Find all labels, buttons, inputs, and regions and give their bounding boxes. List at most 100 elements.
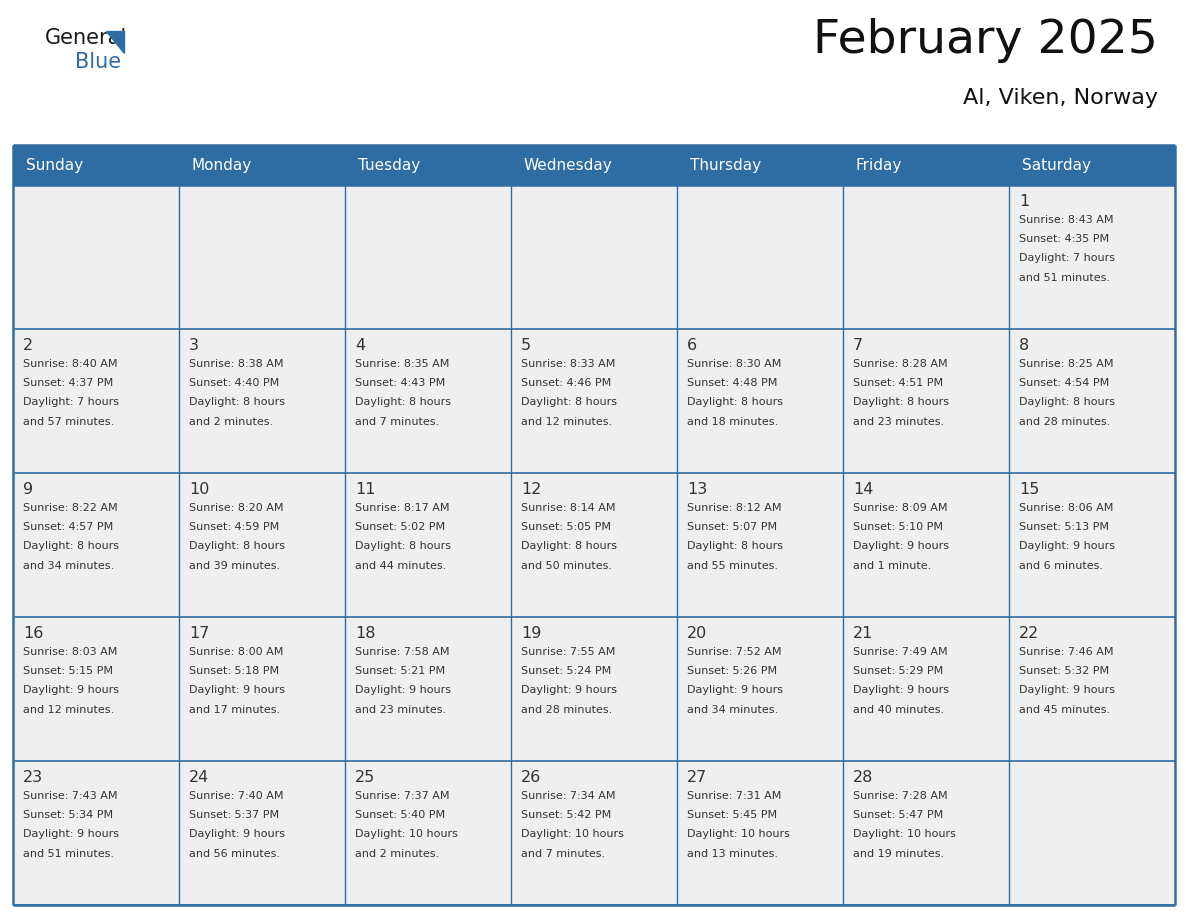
Text: Sunset: 4:57 PM: Sunset: 4:57 PM xyxy=(23,522,113,532)
Text: Sunrise: 8:40 AM: Sunrise: 8:40 AM xyxy=(23,359,118,369)
Text: and 17 minutes.: and 17 minutes. xyxy=(189,705,280,714)
Bar xyxy=(511,617,677,761)
Text: February 2025: February 2025 xyxy=(813,18,1158,63)
Text: Blue: Blue xyxy=(75,52,121,72)
Text: and 18 minutes.: and 18 minutes. xyxy=(687,417,778,427)
Text: Tuesday: Tuesday xyxy=(358,158,421,173)
Text: and 55 minutes.: and 55 minutes. xyxy=(687,561,778,571)
Bar xyxy=(677,761,843,905)
Bar xyxy=(677,185,843,329)
Text: Sunset: 5:18 PM: Sunset: 5:18 PM xyxy=(189,666,279,677)
Text: Daylight: 9 hours: Daylight: 9 hours xyxy=(1019,686,1116,696)
Text: Sunrise: 7:49 AM: Sunrise: 7:49 AM xyxy=(853,647,948,657)
Bar xyxy=(1009,761,1175,905)
Text: Sunset: 5:42 PM: Sunset: 5:42 PM xyxy=(522,811,612,820)
Bar xyxy=(1009,185,1175,329)
Bar xyxy=(677,473,843,617)
Text: Sunrise: 8:17 AM: Sunrise: 8:17 AM xyxy=(355,503,449,513)
Text: 18: 18 xyxy=(355,626,375,641)
Bar xyxy=(1009,329,1175,473)
Text: Daylight: 8 hours: Daylight: 8 hours xyxy=(687,542,783,552)
Text: and 23 minutes.: and 23 minutes. xyxy=(853,417,944,427)
Text: Thursday: Thursday xyxy=(690,158,762,173)
Text: and 1 minute.: and 1 minute. xyxy=(853,561,931,571)
Text: Daylight: 9 hours: Daylight: 9 hours xyxy=(355,686,451,696)
Text: Daylight: 9 hours: Daylight: 9 hours xyxy=(687,686,783,696)
Text: 8: 8 xyxy=(1019,338,1029,353)
Text: Daylight: 8 hours: Daylight: 8 hours xyxy=(687,397,783,408)
Text: 12: 12 xyxy=(522,482,542,497)
Text: Sunset: 4:59 PM: Sunset: 4:59 PM xyxy=(189,522,279,532)
Text: Sunrise: 8:28 AM: Sunrise: 8:28 AM xyxy=(853,359,948,369)
Text: and 12 minutes.: and 12 minutes. xyxy=(522,417,612,427)
Text: Sunrise: 7:37 AM: Sunrise: 7:37 AM xyxy=(355,791,449,801)
Bar xyxy=(677,145,843,185)
Text: and 45 minutes.: and 45 minutes. xyxy=(1019,705,1110,714)
Bar xyxy=(13,617,179,761)
Text: Daylight: 7 hours: Daylight: 7 hours xyxy=(23,397,119,408)
Text: Sunrise: 8:30 AM: Sunrise: 8:30 AM xyxy=(687,359,782,369)
Bar xyxy=(13,329,179,473)
Text: Sunrise: 8:12 AM: Sunrise: 8:12 AM xyxy=(687,503,782,513)
Bar xyxy=(1009,145,1175,185)
Text: 14: 14 xyxy=(853,482,873,497)
Text: General: General xyxy=(45,28,127,48)
Bar xyxy=(843,761,1009,905)
Text: Sunset: 5:07 PM: Sunset: 5:07 PM xyxy=(687,522,777,532)
Text: 3: 3 xyxy=(189,338,200,353)
Text: 6: 6 xyxy=(687,338,697,353)
Text: and 40 minutes.: and 40 minutes. xyxy=(853,705,944,714)
Text: and 34 minutes.: and 34 minutes. xyxy=(687,705,778,714)
Bar xyxy=(843,473,1009,617)
Bar xyxy=(13,185,179,329)
Text: Sunset: 4:48 PM: Sunset: 4:48 PM xyxy=(687,378,777,388)
Bar xyxy=(843,185,1009,329)
Bar xyxy=(179,761,345,905)
Polygon shape xyxy=(107,31,125,53)
Text: and 28 minutes.: and 28 minutes. xyxy=(522,705,612,714)
Text: Sunset: 5:45 PM: Sunset: 5:45 PM xyxy=(687,811,777,820)
Text: Sunrise: 7:40 AM: Sunrise: 7:40 AM xyxy=(189,791,284,801)
Text: Sunrise: 7:28 AM: Sunrise: 7:28 AM xyxy=(853,791,948,801)
Bar xyxy=(179,617,345,761)
Text: Sunset: 5:37 PM: Sunset: 5:37 PM xyxy=(189,811,279,820)
Bar xyxy=(179,185,345,329)
Bar xyxy=(13,473,179,617)
Text: 13: 13 xyxy=(687,482,707,497)
Text: Daylight: 9 hours: Daylight: 9 hours xyxy=(1019,542,1116,552)
Bar xyxy=(511,473,677,617)
Text: Sunset: 4:37 PM: Sunset: 4:37 PM xyxy=(23,378,113,388)
Text: Daylight: 9 hours: Daylight: 9 hours xyxy=(853,686,949,696)
Text: Sunset: 5:02 PM: Sunset: 5:02 PM xyxy=(355,522,446,532)
Text: and 6 minutes.: and 6 minutes. xyxy=(1019,561,1102,571)
Bar xyxy=(345,761,511,905)
Bar xyxy=(179,473,345,617)
Text: Saturday: Saturday xyxy=(1022,158,1091,173)
Text: 10: 10 xyxy=(189,482,209,497)
Bar xyxy=(13,761,179,905)
Text: Daylight: 9 hours: Daylight: 9 hours xyxy=(23,829,119,839)
Bar xyxy=(511,329,677,473)
Text: and 56 minutes.: and 56 minutes. xyxy=(189,848,280,858)
Text: and 12 minutes.: and 12 minutes. xyxy=(23,705,114,714)
Text: Monday: Monday xyxy=(192,158,252,173)
Text: and 28 minutes.: and 28 minutes. xyxy=(1019,417,1111,427)
Text: Sunrise: 7:34 AM: Sunrise: 7:34 AM xyxy=(522,791,615,801)
Text: 5: 5 xyxy=(522,338,531,353)
Text: Daylight: 8 hours: Daylight: 8 hours xyxy=(522,542,617,552)
Text: Daylight: 9 hours: Daylight: 9 hours xyxy=(853,542,949,552)
Text: Sunset: 4:43 PM: Sunset: 4:43 PM xyxy=(355,378,446,388)
Text: Daylight: 8 hours: Daylight: 8 hours xyxy=(1019,397,1116,408)
Bar xyxy=(179,145,345,185)
Text: Wednesday: Wednesday xyxy=(524,158,613,173)
Text: Sunset: 5:34 PM: Sunset: 5:34 PM xyxy=(23,811,113,820)
Text: Sunrise: 8:38 AM: Sunrise: 8:38 AM xyxy=(189,359,284,369)
Text: Sunset: 5:21 PM: Sunset: 5:21 PM xyxy=(355,666,446,677)
Bar xyxy=(179,329,345,473)
Text: 21: 21 xyxy=(853,626,873,641)
Text: 26: 26 xyxy=(522,770,542,785)
Text: 15: 15 xyxy=(1019,482,1040,497)
Text: Sunrise: 7:31 AM: Sunrise: 7:31 AM xyxy=(687,791,782,801)
Text: Sunset: 5:40 PM: Sunset: 5:40 PM xyxy=(355,811,446,820)
Text: Sunset: 4:54 PM: Sunset: 4:54 PM xyxy=(1019,378,1110,388)
